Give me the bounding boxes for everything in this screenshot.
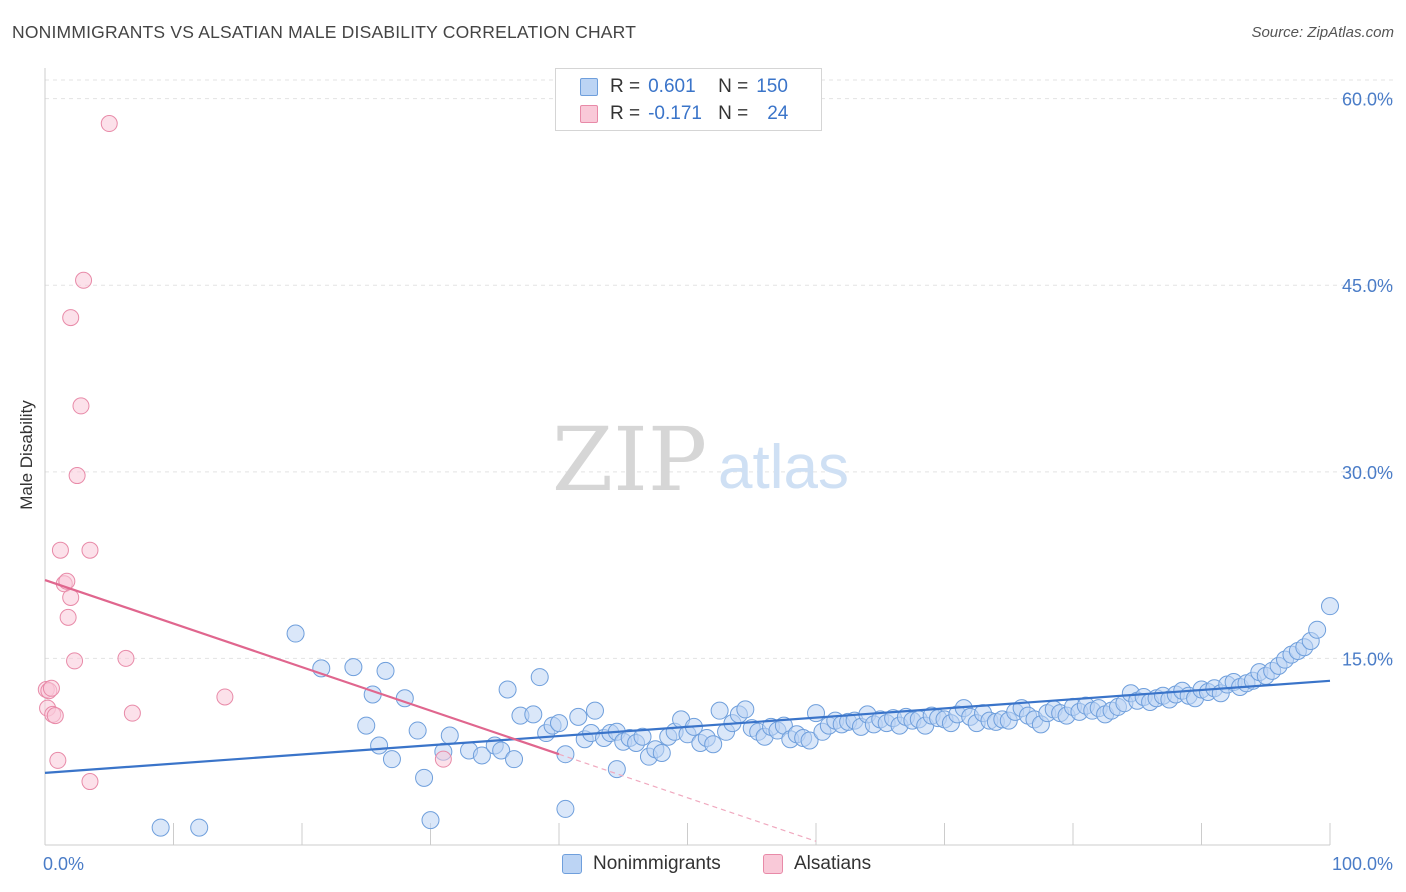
trend-line-alsatians-extension	[558, 753, 817, 842]
point-nonimmigrants	[344, 658, 363, 677]
legend-n-value: 24	[767, 103, 789, 124]
y-tick-label: 45.0%	[1342, 276, 1393, 296]
x-tick-label: 0.0%	[43, 854, 84, 874]
point-nonimmigrants	[492, 741, 511, 760]
point-nonimmigrants	[505, 750, 524, 769]
point-alsatians	[75, 271, 93, 289]
bottom-legend-alsatians: Alsatians	[763, 852, 871, 876]
legend-n-label: N =	[718, 76, 749, 97]
point-nonimmigrants	[585, 701, 604, 720]
point-nonimmigrants	[704, 735, 723, 754]
y-axis-label: Male Disability	[17, 400, 36, 510]
point-nonimmigrants	[151, 818, 170, 837]
point-nonimmigrants	[415, 768, 434, 787]
point-alsatians	[81, 773, 99, 791]
point-nonimmigrants	[286, 624, 305, 643]
watermark-atlas: atlas	[718, 433, 849, 502]
legend-n-value: 150	[756, 76, 788, 97]
x-tick-label: 100.0%	[1332, 854, 1393, 874]
point-nonimmigrants	[710, 701, 729, 720]
point-nonimmigrants	[376, 661, 395, 680]
point-alsatians	[62, 309, 80, 327]
point-nonimmigrants	[190, 818, 209, 837]
trend-line-nonimmigrants	[44, 679, 1331, 774]
point-alsatians	[42, 679, 60, 697]
legend-n-label: N =	[718, 103, 749, 124]
point-nonimmigrants	[498, 680, 517, 699]
trend-lines	[44, 579, 1331, 842]
point-nonimmigrants	[1321, 597, 1339, 616]
legend-swatch-blue	[580, 78, 598, 96]
stats-legend: R = 0.601 N = 150 R = -0.171 N = 24	[555, 68, 822, 131]
y-tick-label: 15.0%	[1342, 649, 1393, 669]
bottom-legend-swatch-blue	[562, 854, 582, 874]
bottom-legend-label: Alsatians	[794, 853, 872, 874]
point-nonimmigrants	[408, 721, 427, 740]
point-nonimmigrants	[530, 668, 549, 687]
chart-source: Source: ZipAtlas.com	[1251, 24, 1394, 41]
chart-title: NONIMMIGRANTS VS ALSATIAN MALE DISABILIT…	[12, 22, 637, 42]
trend-line-alsatians	[44, 579, 560, 756]
point-alsatians	[51, 541, 69, 559]
point-alsatians	[66, 652, 84, 670]
point-nonimmigrants	[472, 746, 491, 765]
y-tick-label: 30.0%	[1342, 463, 1393, 483]
point-alsatians	[46, 707, 64, 725]
point-nonimmigrants	[633, 727, 652, 746]
legend-r-label: R =	[610, 76, 641, 97]
point-nonimmigrants	[736, 700, 755, 719]
point-nonimmigrants	[607, 760, 626, 779]
point-alsatians	[81, 541, 99, 559]
bottom-legend-swatch-pink	[763, 854, 783, 874]
point-nonimmigrants	[800, 731, 819, 750]
bottom-legend-label: Nonimmigrants	[593, 853, 721, 874]
bottom-legend-nonimmigrants: Nonimmigrants	[562, 852, 721, 876]
point-alsatians	[72, 397, 90, 415]
legend-row-alsatians: R = -0.171 N = 24	[580, 101, 788, 127]
point-alsatians	[434, 750, 452, 768]
point-alsatians	[68, 467, 86, 485]
point-nonimmigrants	[1308, 620, 1327, 639]
point-alsatians	[117, 649, 135, 667]
tick-labels: 15.0% 30.0% 45.0% 60.0% 0.0% 100.0%	[43, 90, 1393, 874]
point-nonimmigrants	[550, 714, 568, 733]
point-nonimmigrants	[524, 705, 543, 724]
point-alsatians	[100, 115, 118, 133]
point-alsatians	[216, 688, 234, 706]
point-nonimmigrants	[652, 743, 671, 762]
point-alsatians	[59, 608, 77, 626]
watermark: ZIP atlas	[552, 408, 849, 511]
y-tick-label: 60.0%	[1342, 90, 1393, 110]
point-alsatians	[62, 588, 80, 606]
grid-lines	[45, 79, 1395, 659]
legend-r-value: 0.601	[648, 76, 696, 97]
legend-r-value: -0.171	[648, 103, 702, 124]
point-nonimmigrants	[556, 799, 575, 818]
point-nonimmigrants	[370, 736, 389, 755]
point-alsatians	[123, 704, 141, 722]
data-points	[37, 115, 1339, 837]
point-nonimmigrants	[357, 716, 376, 735]
point-nonimmigrants	[382, 750, 401, 769]
legend-row-nonimmigrants: R = 0.601 N = 150	[580, 74, 788, 100]
legend-swatch-pink	[580, 105, 598, 123]
legend-r-label: R =	[610, 103, 641, 124]
watermark-zip: ZIP	[552, 408, 707, 511]
point-nonimmigrants	[421, 811, 440, 830]
point-nonimmigrants	[440, 726, 459, 745]
point-nonimmigrants	[569, 707, 588, 726]
point-alsatians	[49, 751, 67, 769]
